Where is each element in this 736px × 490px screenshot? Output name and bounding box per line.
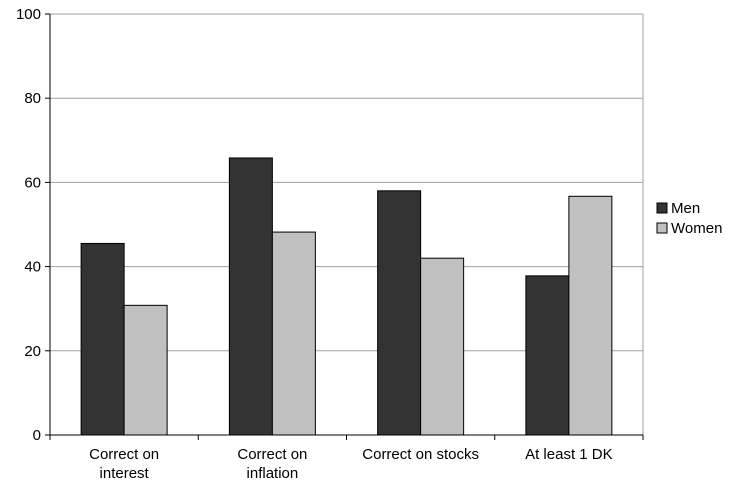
bar-men-3 xyxy=(525,275,570,436)
legend: Men Women xyxy=(656,200,722,237)
bar-men-1 xyxy=(228,157,273,436)
bar-women-2 xyxy=(420,257,465,436)
y-tick-label: 60 xyxy=(24,174,41,191)
y-tick-label: 80 xyxy=(24,90,41,107)
legend-swatch-men xyxy=(656,202,668,214)
bar-men-2 xyxy=(377,190,422,436)
legend-label-women: Women xyxy=(671,220,722,237)
x-tick-label: Correct on interest xyxy=(89,446,159,482)
axes xyxy=(45,13,644,440)
y-tick-label: 20 xyxy=(24,343,41,360)
y-tick-label: 40 xyxy=(24,259,41,276)
x-tick-label: Correct on inflation xyxy=(237,446,307,482)
axis-labels: 0 20 40 60 80 100 Correct on interest Correct on… xyxy=(16,6,613,482)
legend-swatch-women xyxy=(656,222,668,234)
bar-women-1 xyxy=(271,231,316,436)
y-tick-label: 100 xyxy=(16,6,41,23)
legend-label-men: Men xyxy=(671,200,700,217)
bars xyxy=(80,157,613,436)
y-tick-label: 0 xyxy=(33,427,41,444)
x-tick-label: At least 1 DK xyxy=(525,446,613,463)
bar-women-3 xyxy=(568,195,613,436)
bar-men-0 xyxy=(80,242,125,436)
bar-women-0 xyxy=(123,304,168,436)
x-tick-label: Correct on stocks xyxy=(362,446,479,463)
